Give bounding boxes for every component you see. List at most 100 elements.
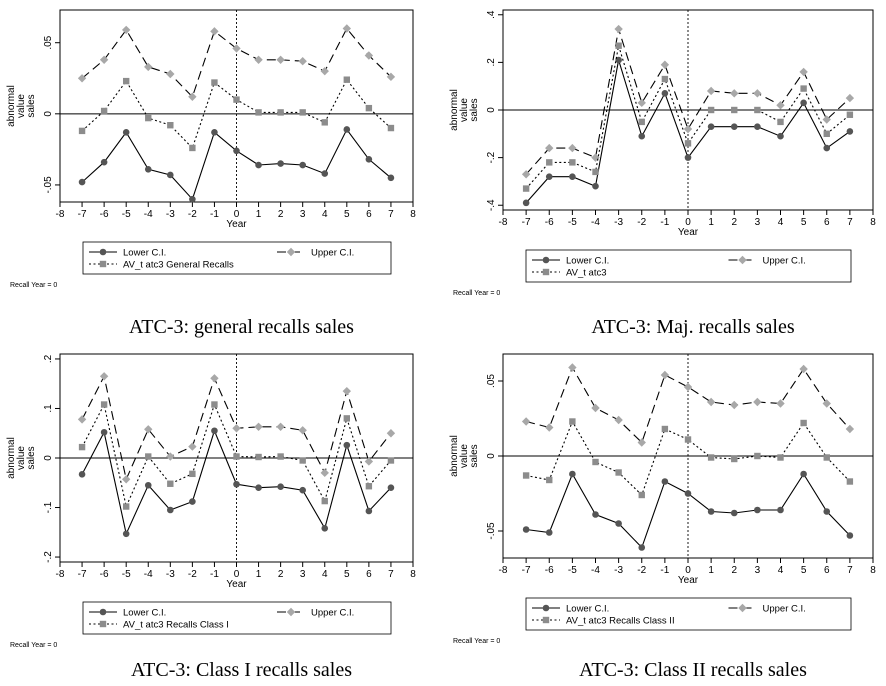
point-lower-ci <box>592 511 599 518</box>
legend-marker-av <box>99 620 107 628</box>
point-lower-ci <box>615 56 622 64</box>
point-upper-ci <box>545 423 554 432</box>
point-upper-ci <box>232 44 241 53</box>
legend-label-upper-ci: Upper C.I. <box>311 248 354 259</box>
point-lower-ci <box>343 441 351 449</box>
point-av <box>615 469 622 476</box>
x-tick-label: 1 <box>256 569 262 580</box>
x-tick-label: -8 <box>56 209 65 220</box>
point-upper-ci <box>254 55 263 64</box>
point-lower-ci <box>800 99 807 107</box>
point-lower-ci <box>661 478 669 485</box>
point-av <box>365 104 373 112</box>
point-upper-ci <box>753 397 762 407</box>
point-av <box>546 476 553 484</box>
point-lower-ci <box>100 428 108 436</box>
point-upper-ci <box>188 92 197 101</box>
point-lower-ci <box>777 132 784 140</box>
point-upper-ci <box>822 115 831 124</box>
x-tick-label: -7 <box>78 569 87 580</box>
point-upper-ci <box>298 426 307 435</box>
point-upper-ci <box>660 370 670 380</box>
point-av <box>707 106 715 114</box>
recall-note: Recall Year = 0 <box>10 642 57 649</box>
chart-panel-3: -.2 -.1 0 .1 .2 -8 -7 -6 -5 -4 -3 -2 -1 0 1 2 3 4 5 6 7 8 Year… <box>6 353 416 681</box>
x-tick-label: 7 <box>847 565 853 576</box>
point-upper-ci <box>121 475 131 484</box>
point-upper-ci <box>210 27 219 36</box>
point-lower-ci <box>299 486 306 494</box>
point-upper-ci <box>637 98 646 108</box>
point-upper-ci <box>144 62 153 72</box>
point-av <box>754 106 761 114</box>
point-upper-ci <box>683 382 693 392</box>
point-av <box>277 109 284 116</box>
point-av <box>777 118 784 126</box>
x-tick-label: -2 <box>188 209 197 220</box>
y-tick-label: -.05 <box>486 522 497 540</box>
x-tick-label: 6 <box>824 565 830 576</box>
point-upper-ci <box>276 422 285 431</box>
point-lower-ci <box>100 158 108 166</box>
point-lower-ci <box>730 123 738 130</box>
legend-label-lower-ci: Lower C.I. <box>566 604 609 615</box>
x-tick-label: -4 <box>591 565 600 576</box>
legend-marker-av <box>542 268 550 276</box>
x-tick-label: -7 <box>522 565 531 576</box>
panel-caption: ATC-3: Maj. recalls sales <box>591 316 794 338</box>
x-tick-label: -4 <box>591 217 600 228</box>
point-av <box>800 419 807 427</box>
x-tick-label: -7 <box>78 209 87 220</box>
point-lower-ci <box>592 182 599 190</box>
point-av <box>321 497 328 505</box>
legend-label-av: AV_t atc3 General Recalls <box>123 260 234 271</box>
point-upper-ci <box>166 452 175 461</box>
point-av <box>100 107 108 115</box>
x-tick-label: 1 <box>256 209 262 220</box>
x-tick-label: 3 <box>300 209 306 220</box>
x-tick-label: 2 <box>731 565 737 576</box>
legend-marker-lower-ci <box>99 248 107 256</box>
point-lower-ci <box>144 481 152 489</box>
point-upper-ci <box>298 57 307 66</box>
point-lower-ci <box>754 123 761 130</box>
recall-note: Recall Year = 0 <box>453 638 500 645</box>
point-av <box>255 109 262 116</box>
point-upper-ci <box>730 89 739 98</box>
x-tick-label: -1 <box>210 209 219 220</box>
point-lower-ci <box>387 174 395 182</box>
chart-panel-1: -.05 0 .05 -8 -7 -6 -5 -4 -3 -2 -1 0 1 2 3 4 5 6 7 8 Year abn… <box>6 9 416 338</box>
point-av <box>100 401 108 408</box>
y-tick-label: .1 <box>43 404 54 413</box>
legend-box <box>525 249 852 283</box>
point-lower-ci <box>707 508 715 515</box>
point-av <box>299 109 306 116</box>
x-axis-title: Year <box>226 219 247 230</box>
x-tick-label: -2 <box>188 569 197 580</box>
x-tick-label: 2 <box>731 217 737 228</box>
point-upper-ci <box>776 101 785 110</box>
x-tick-label: -5 <box>568 217 577 228</box>
legend: Lower C.I. Upper C.I. AV_t atc3 General Re… <box>82 241 392 275</box>
series-line-upper-ci <box>525 366 851 444</box>
point-upper-ci <box>521 170 531 179</box>
point-lower-ci <box>522 199 530 207</box>
panel-caption: ATC-3: Class II recalls sales <box>579 659 807 681</box>
series-line-upper-ci <box>525 28 851 175</box>
point-av <box>122 503 130 510</box>
point-av <box>233 453 240 460</box>
point-upper-ci <box>845 424 855 434</box>
legend-label-upper-ci: Upper C.I. <box>763 256 806 267</box>
legend-label-upper-ci: Upper C.I. <box>311 608 354 619</box>
x-tick-label: 2 <box>278 209 284 220</box>
point-upper-ci <box>342 24 352 33</box>
x-tick-label: -1 <box>210 569 219 580</box>
point-upper-ci <box>591 153 600 162</box>
point-av <box>638 491 645 499</box>
legend-box <box>82 241 392 275</box>
point-lower-ci <box>122 530 130 538</box>
point-av <box>731 455 738 463</box>
point-av <box>707 454 715 461</box>
point-av <box>684 436 692 443</box>
point-av <box>145 453 152 460</box>
